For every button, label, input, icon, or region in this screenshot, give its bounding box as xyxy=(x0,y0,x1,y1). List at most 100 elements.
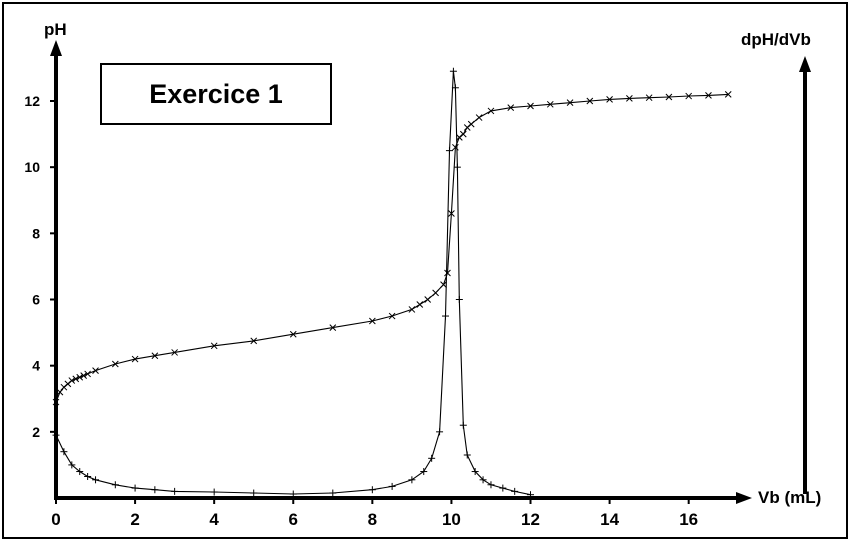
data-point xyxy=(368,317,376,325)
data-point-stroke xyxy=(546,100,554,108)
data-point xyxy=(487,107,495,115)
data-point xyxy=(171,487,179,495)
data-point xyxy=(527,491,535,499)
data-point xyxy=(289,330,297,338)
data-point xyxy=(432,289,439,297)
x-axis-label: Vb (mL) xyxy=(758,488,822,507)
data-point xyxy=(408,476,416,484)
data-point xyxy=(92,476,100,484)
data-point xyxy=(724,91,732,98)
data-point-stroke xyxy=(131,355,139,363)
data-point xyxy=(455,296,463,304)
x-tick-label: 8 xyxy=(368,510,377,529)
data-point xyxy=(388,312,396,320)
data-point xyxy=(210,488,218,496)
x-tick-label: 2 xyxy=(130,510,139,529)
data-point xyxy=(151,352,159,360)
series-layer xyxy=(52,67,732,499)
data-point-stroke xyxy=(424,296,432,303)
data-point-stroke xyxy=(171,349,178,356)
data-point xyxy=(507,104,515,111)
data-point-stroke xyxy=(432,289,439,297)
data-point xyxy=(250,337,258,345)
data-point xyxy=(444,269,451,277)
data-point xyxy=(705,92,712,99)
data-point xyxy=(606,95,613,103)
x-axis-arrow xyxy=(736,492,752,504)
ticks: 0 2 4 6 8 10 12 14 16 2 4 6 8 10 12 xyxy=(24,93,698,529)
data-point-stroke xyxy=(56,388,64,396)
data-point xyxy=(60,448,68,456)
y-tick-label: 6 xyxy=(32,292,40,308)
y-tick-label: 8 xyxy=(32,225,40,241)
data-point xyxy=(586,97,594,105)
data-point xyxy=(131,484,139,492)
data-point xyxy=(329,324,337,331)
data-point xyxy=(84,370,91,378)
data-point xyxy=(546,100,554,108)
data-point-stroke xyxy=(408,306,416,313)
data-point-stroke xyxy=(68,377,76,384)
data-point-stroke xyxy=(80,372,88,379)
right-axis-label: dpH/dVb xyxy=(741,30,811,49)
data-point xyxy=(441,312,449,320)
data-point xyxy=(499,484,507,492)
data-point-stroke xyxy=(475,114,483,121)
data-point xyxy=(428,454,436,462)
x-tick-label: 14 xyxy=(600,510,619,529)
data-point xyxy=(424,296,432,303)
data-point xyxy=(665,93,673,101)
data-point-stroke xyxy=(724,91,732,98)
data-point-stroke xyxy=(459,130,467,138)
data-point xyxy=(72,375,80,383)
data-point-stroke xyxy=(626,95,633,102)
x-tick-label: 4 xyxy=(209,510,219,529)
data-point xyxy=(408,306,416,313)
data-point xyxy=(92,367,99,374)
data-point xyxy=(645,94,653,102)
data-point-stroke xyxy=(566,99,574,107)
data-point xyxy=(68,461,76,469)
data-point xyxy=(368,486,376,494)
data-point xyxy=(329,489,337,497)
data-point xyxy=(448,210,455,217)
data-point xyxy=(440,281,447,288)
x-tick-label: 0 xyxy=(51,510,60,529)
data-point xyxy=(68,377,76,384)
data-point xyxy=(111,360,119,368)
chart-title: Exercice 1 xyxy=(100,63,332,125)
data-point-stroke xyxy=(440,281,447,288)
y-tick-label: 10 xyxy=(24,159,40,175)
data-point xyxy=(463,451,471,459)
data-point-stroke xyxy=(210,342,218,350)
x-tick-label: 10 xyxy=(442,510,461,529)
data-point xyxy=(416,301,424,308)
data-point xyxy=(52,431,60,439)
data-point xyxy=(131,355,139,363)
data-point-stroke xyxy=(76,373,84,381)
x-tick-label: 16 xyxy=(679,510,698,529)
data-point xyxy=(445,147,453,155)
data-point xyxy=(56,388,64,396)
data-point-stroke xyxy=(685,92,693,100)
right-axis-arrow xyxy=(799,56,811,72)
data-point xyxy=(479,476,487,484)
data-point-stroke xyxy=(606,95,613,103)
data-point xyxy=(84,472,92,480)
data-point-stroke xyxy=(111,360,119,368)
series-line xyxy=(55,71,531,496)
data-point-stroke xyxy=(645,94,653,102)
data-point xyxy=(471,468,479,476)
data-point xyxy=(420,468,428,476)
x-tick-label: 6 xyxy=(289,510,298,529)
data-point xyxy=(151,486,159,494)
data-point xyxy=(52,398,60,406)
data-point xyxy=(80,372,88,379)
data-point-stroke xyxy=(527,102,534,110)
y-axis-arrow xyxy=(50,40,62,56)
data-point-stroke xyxy=(151,352,159,360)
data-point xyxy=(451,84,459,92)
data-point-stroke xyxy=(84,370,91,378)
data-point-stroke xyxy=(416,301,424,308)
